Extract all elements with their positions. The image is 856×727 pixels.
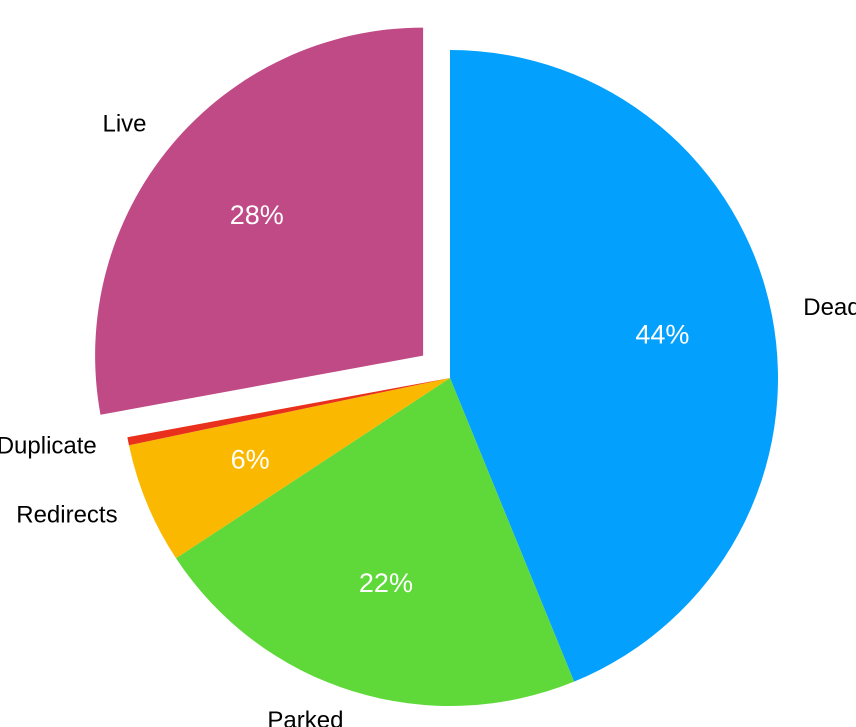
value-label: 44% <box>635 319 689 349</box>
value-label: 28% <box>230 200 284 230</box>
value-label: 22% <box>359 568 413 598</box>
pie-slice <box>95 27 424 415</box>
category-label: Parked <box>267 707 343 727</box>
pie-slice <box>176 378 575 706</box>
pie-slice <box>127 378 451 446</box>
pie-slice <box>450 50 778 682</box>
category-label: Live <box>103 110 147 137</box>
value-label: 6% <box>231 444 270 474</box>
category-label: Redirects <box>16 502 117 529</box>
category-label: Duplicate <box>0 433 97 460</box>
pie-slice <box>128 378 450 559</box>
category-label: Dead <box>803 294 856 321</box>
